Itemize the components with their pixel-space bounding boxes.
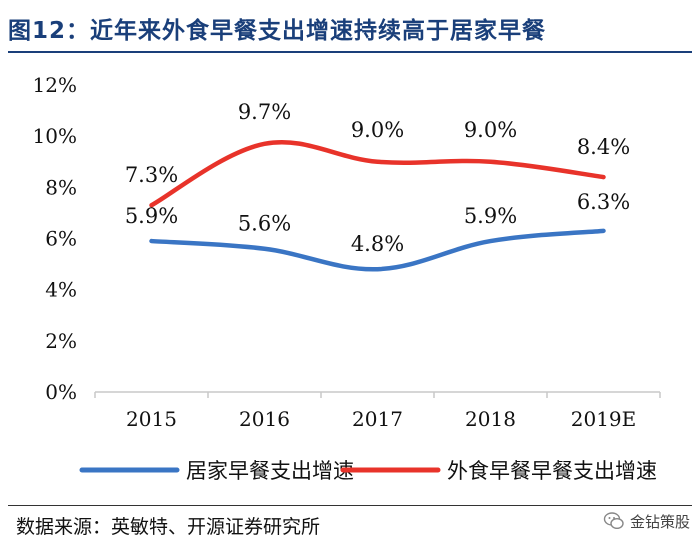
legend-label: 居家早餐支出增速 (186, 459, 354, 483)
data-label: 5.9% (125, 204, 178, 228)
source-note: 数据来源：英敏特、开源证券研究所 (16, 516, 321, 538)
y-axis: 0% 2% 4% 6% 8% 10% 12% (33, 73, 77, 404)
x-axis: 2015 2016 2017 2018 2019E (94, 391, 661, 431)
data-label: 9.0% (464, 118, 517, 142)
x-tick-label: 2016 (239, 407, 290, 431)
legend-label: 外食早餐早餐支出增速 (447, 459, 657, 483)
x-tick-label: 2019E (571, 407, 637, 431)
title-text: 图12：近年来外食早餐支出增速持续高于居家早餐 (8, 18, 547, 44)
x-tick-label: 2018 (465, 407, 516, 431)
data-label: 5.6% (238, 212, 291, 236)
data-label: 9.7% (238, 100, 291, 124)
y-tick-label: 4% (45, 278, 77, 302)
chart-title: 图12：近年来外食早餐支出增速持续高于居家早餐 (8, 8, 692, 48)
watermark: 金钻策股 (603, 510, 690, 532)
y-tick-label: 10% (33, 124, 77, 148)
footer-divider (8, 505, 692, 506)
data-label: 7.3% (125, 163, 178, 187)
legend: 居家早餐支出增速 外食早餐早餐支出增速 (79, 459, 657, 483)
y-tick-label: 12% (33, 73, 77, 97)
y-tick-label: 8% (45, 175, 77, 199)
watermark-text: 金钻策股 (629, 512, 690, 531)
wechat-icon (603, 512, 624, 530)
data-label: 4.8% (351, 232, 404, 256)
y-tick-label: 6% (45, 227, 77, 251)
data-labels: 5.9% 5.6% 4.8% 5.9% 6.3% 7.3% 9.7% 9.0% 9.0% 8.4% (125, 100, 630, 256)
series-layer (149, 139, 606, 272)
series-line-eating-out-breakfast (149, 139, 606, 208)
data-label: 5.9% (464, 204, 517, 228)
line-chart: 0% 2% 4% 6% 8% 10% 12% 2015 2016 2017 2018 2019E 5… (33, 73, 661, 483)
title-divider (8, 51, 692, 53)
x-tick-label: 2017 (352, 407, 403, 431)
data-label: 6.3% (577, 190, 630, 214)
x-tick-label: 2015 (126, 407, 177, 431)
data-label: 8.4% (577, 135, 630, 159)
y-tick-label: 0% (45, 380, 77, 404)
data-label: 9.0% (351, 118, 404, 142)
y-tick-label: 2% (45, 329, 77, 353)
